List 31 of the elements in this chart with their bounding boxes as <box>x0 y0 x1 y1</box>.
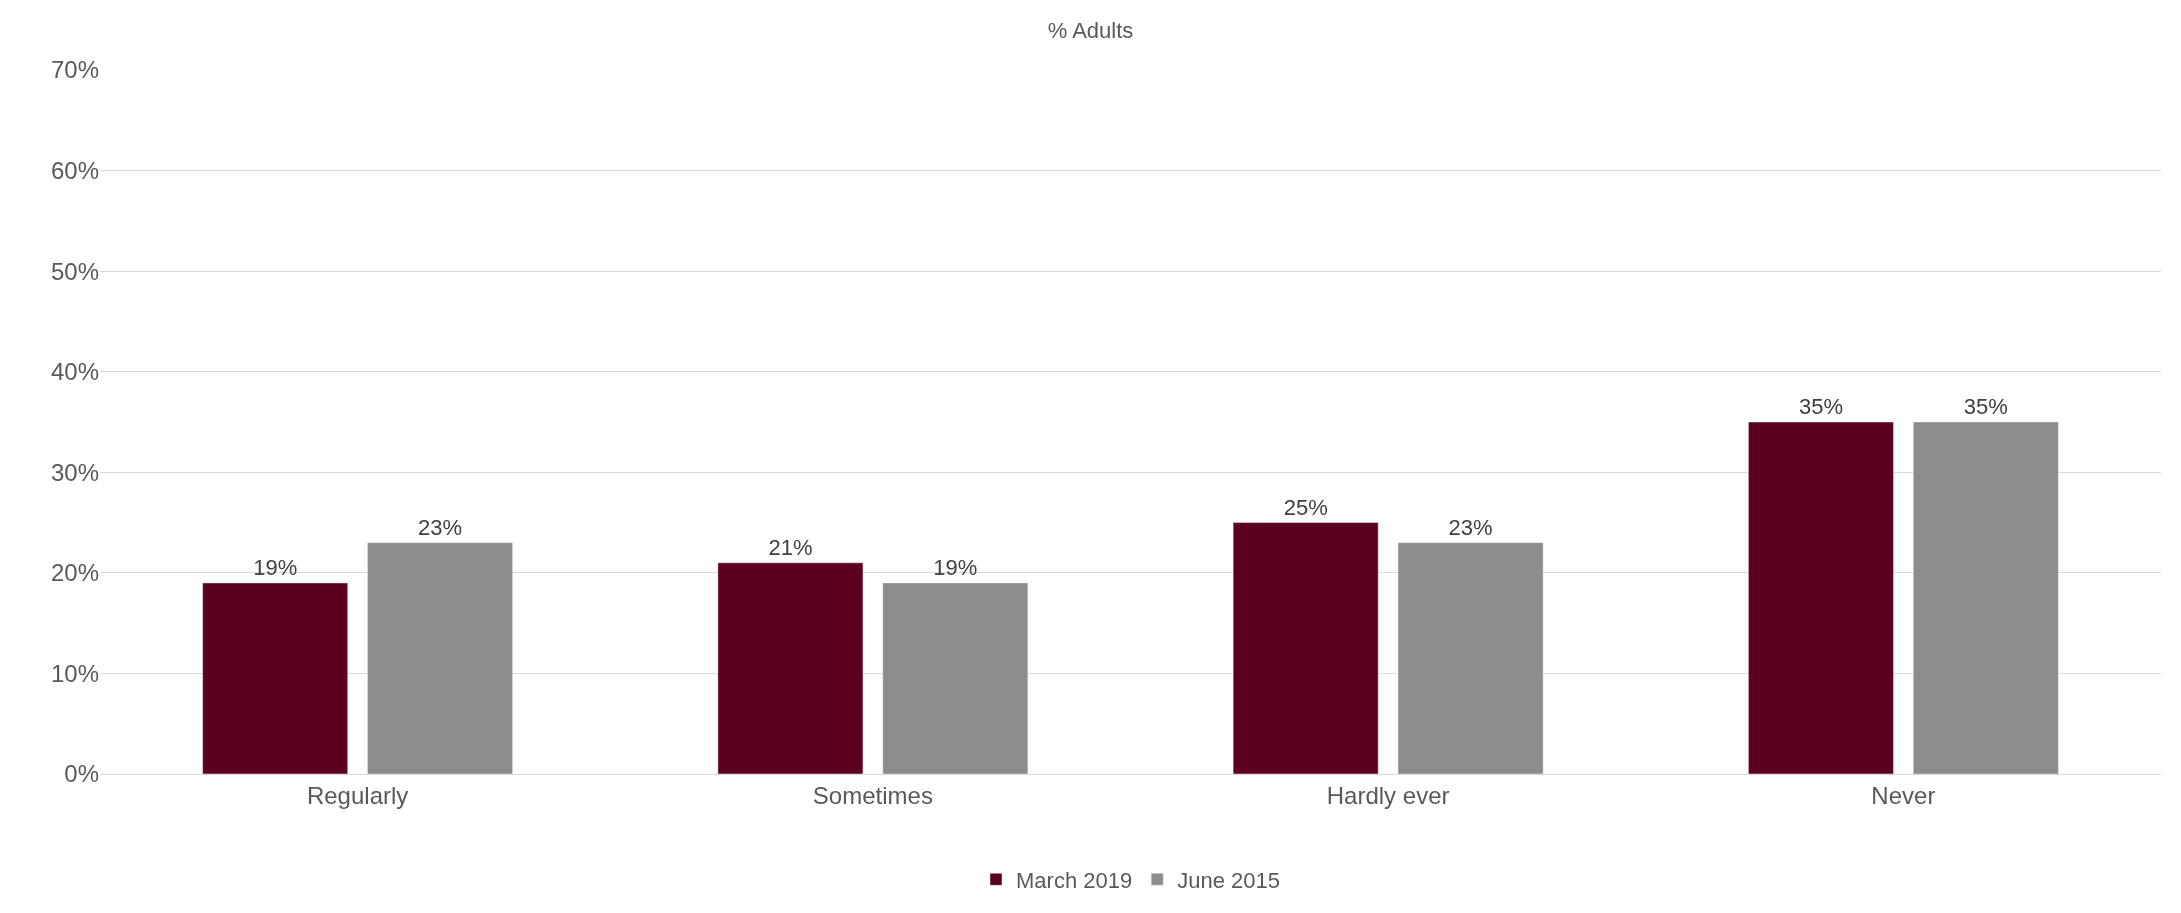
y-tick-label: 60% <box>50 156 99 184</box>
data-label: 35% <box>1798 394 1843 419</box>
bar <box>882 582 1029 774</box>
bar <box>717 562 864 774</box>
y-tick-label: 10% <box>50 659 99 687</box>
bar <box>1232 522 1379 774</box>
bar <box>202 582 348 774</box>
bar <box>1748 421 1894 774</box>
bar <box>1913 421 2059 774</box>
y-tick-label: 20% <box>50 559 99 587</box>
y-tick-label: 0% <box>64 760 99 788</box>
y-tick-label: 70% <box>50 56 99 84</box>
x-tick-label: Never <box>1871 781 1936 809</box>
data-label: 35% <box>1963 394 2008 419</box>
y-tick-label: 40% <box>50 358 99 386</box>
x-tick-label: Hardly ever <box>1326 781 1450 809</box>
data-label: 23% <box>1448 514 1493 540</box>
bar <box>1397 542 1544 774</box>
y-tick-label: 30% <box>50 458 99 486</box>
bar <box>367 542 513 774</box>
x-tick-label: Regularly <box>306 781 409 809</box>
data-label: 21% <box>768 534 813 560</box>
chart-title: % Adults <box>1047 18 1134 44</box>
data-label: 23% <box>418 514 463 540</box>
data-label: 25% <box>1283 494 1328 520</box>
y-tick-label: 50% <box>50 257 99 285</box>
x-tick-label: Sometimes <box>812 781 933 809</box>
data-label: 19% <box>933 554 978 580</box>
legend-label: March 2019 <box>1016 867 1133 893</box>
legend-label: June 2015 <box>1177 867 1280 893</box>
data-label: 19% <box>253 554 298 580</box>
